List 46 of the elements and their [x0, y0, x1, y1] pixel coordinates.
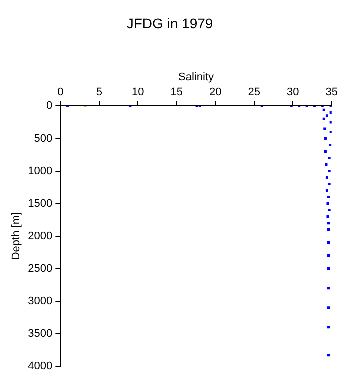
point — [328, 254, 330, 258]
point — [326, 176, 329, 180]
y-tick-label: 1000 — [28, 165, 53, 178]
x-tick-label: 30 — [287, 86, 300, 99]
point — [328, 209, 331, 212]
x-tick-label: 20 — [210, 86, 222, 99]
point — [326, 202, 330, 206]
y-tick-label: 500 — [34, 132, 53, 145]
point — [324, 137, 327, 140]
x-tick-label: 15 — [170, 86, 184, 99]
point — [328, 354, 330, 357]
y-axis-title: Depth [m] — [10, 212, 23, 260]
point — [328, 287, 330, 290]
point — [328, 182, 331, 186]
point — [328, 196, 330, 199]
point — [328, 222, 330, 225]
y-tick-label: 2000 — [28, 230, 53, 242]
chart-title: JFDG in 1979 — [126, 15, 214, 32]
point — [328, 170, 331, 173]
y-tick-label: 3000 — [28, 295, 53, 308]
x-tick-label: 0 — [58, 86, 64, 99]
x-tick-label: 5 — [96, 86, 102, 99]
x-axis-title: Salinity — [178, 71, 214, 84]
point — [322, 118, 326, 120]
point — [328, 156, 331, 160]
point — [328, 228, 330, 232]
point — [328, 268, 330, 270]
point — [326, 216, 330, 218]
point — [326, 189, 329, 192]
y-tick-label: 1500 — [28, 198, 53, 210]
point — [329, 144, 332, 147]
x-tick-label: 25 — [248, 86, 261, 99]
x-tick-label: 10 — [132, 86, 144, 99]
point — [324, 150, 327, 154]
y-tick-label: 3500 — [28, 328, 53, 340]
point — [324, 128, 326, 130]
y-tick-label: 2500 — [28, 262, 53, 275]
point — [328, 242, 330, 244]
x-tick-label: 35 — [326, 86, 338, 99]
y-tick-label: 4000 — [28, 360, 53, 372]
point — [326, 114, 329, 118]
point — [322, 108, 326, 112]
point — [328, 306, 330, 310]
point — [328, 326, 330, 329]
y-tick-label: 0 — [46, 100, 53, 112]
point — [325, 163, 328, 166]
